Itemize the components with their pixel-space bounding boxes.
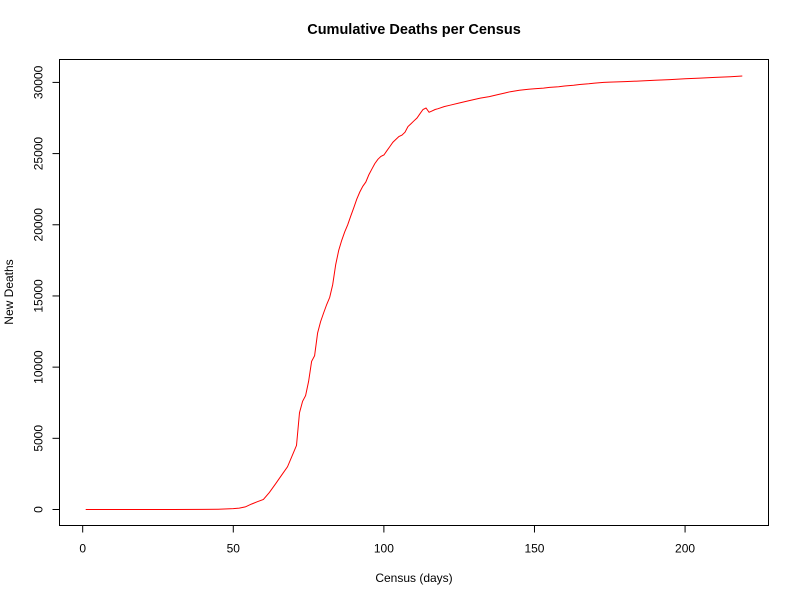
- x-tick-label: 0: [79, 542, 86, 556]
- y-axis-label: New Deaths: [2, 259, 16, 324]
- x-tick-label: 50: [227, 542, 241, 556]
- x-tick-label: 150: [524, 542, 544, 556]
- x-axis: 0 50 100 150 200: [79, 525, 695, 556]
- x-tick-label: 100: [374, 542, 394, 556]
- y-tick-label: 15000: [32, 279, 46, 313]
- plot-frame: [59, 59, 769, 526]
- y-tick-label: 25000: [32, 137, 46, 171]
- y-tick-label: 20000: [32, 208, 46, 242]
- y-tick-label: 10000: [32, 350, 46, 384]
- x-axis-label: Census (days): [375, 571, 452, 585]
- y-tick-label: 30000: [32, 65, 46, 99]
- y-tick-label: 0: [32, 506, 46, 513]
- y-tick-label: 5000: [32, 425, 46, 452]
- chart-title: Cumulative Deaths per Census: [307, 22, 521, 38]
- y-axis: 0 5000 10000 15000 20000 25000 30000: [32, 65, 60, 513]
- series-line-cumulative-deaths: [85, 75, 743, 510]
- x-tick-label: 200: [675, 542, 695, 556]
